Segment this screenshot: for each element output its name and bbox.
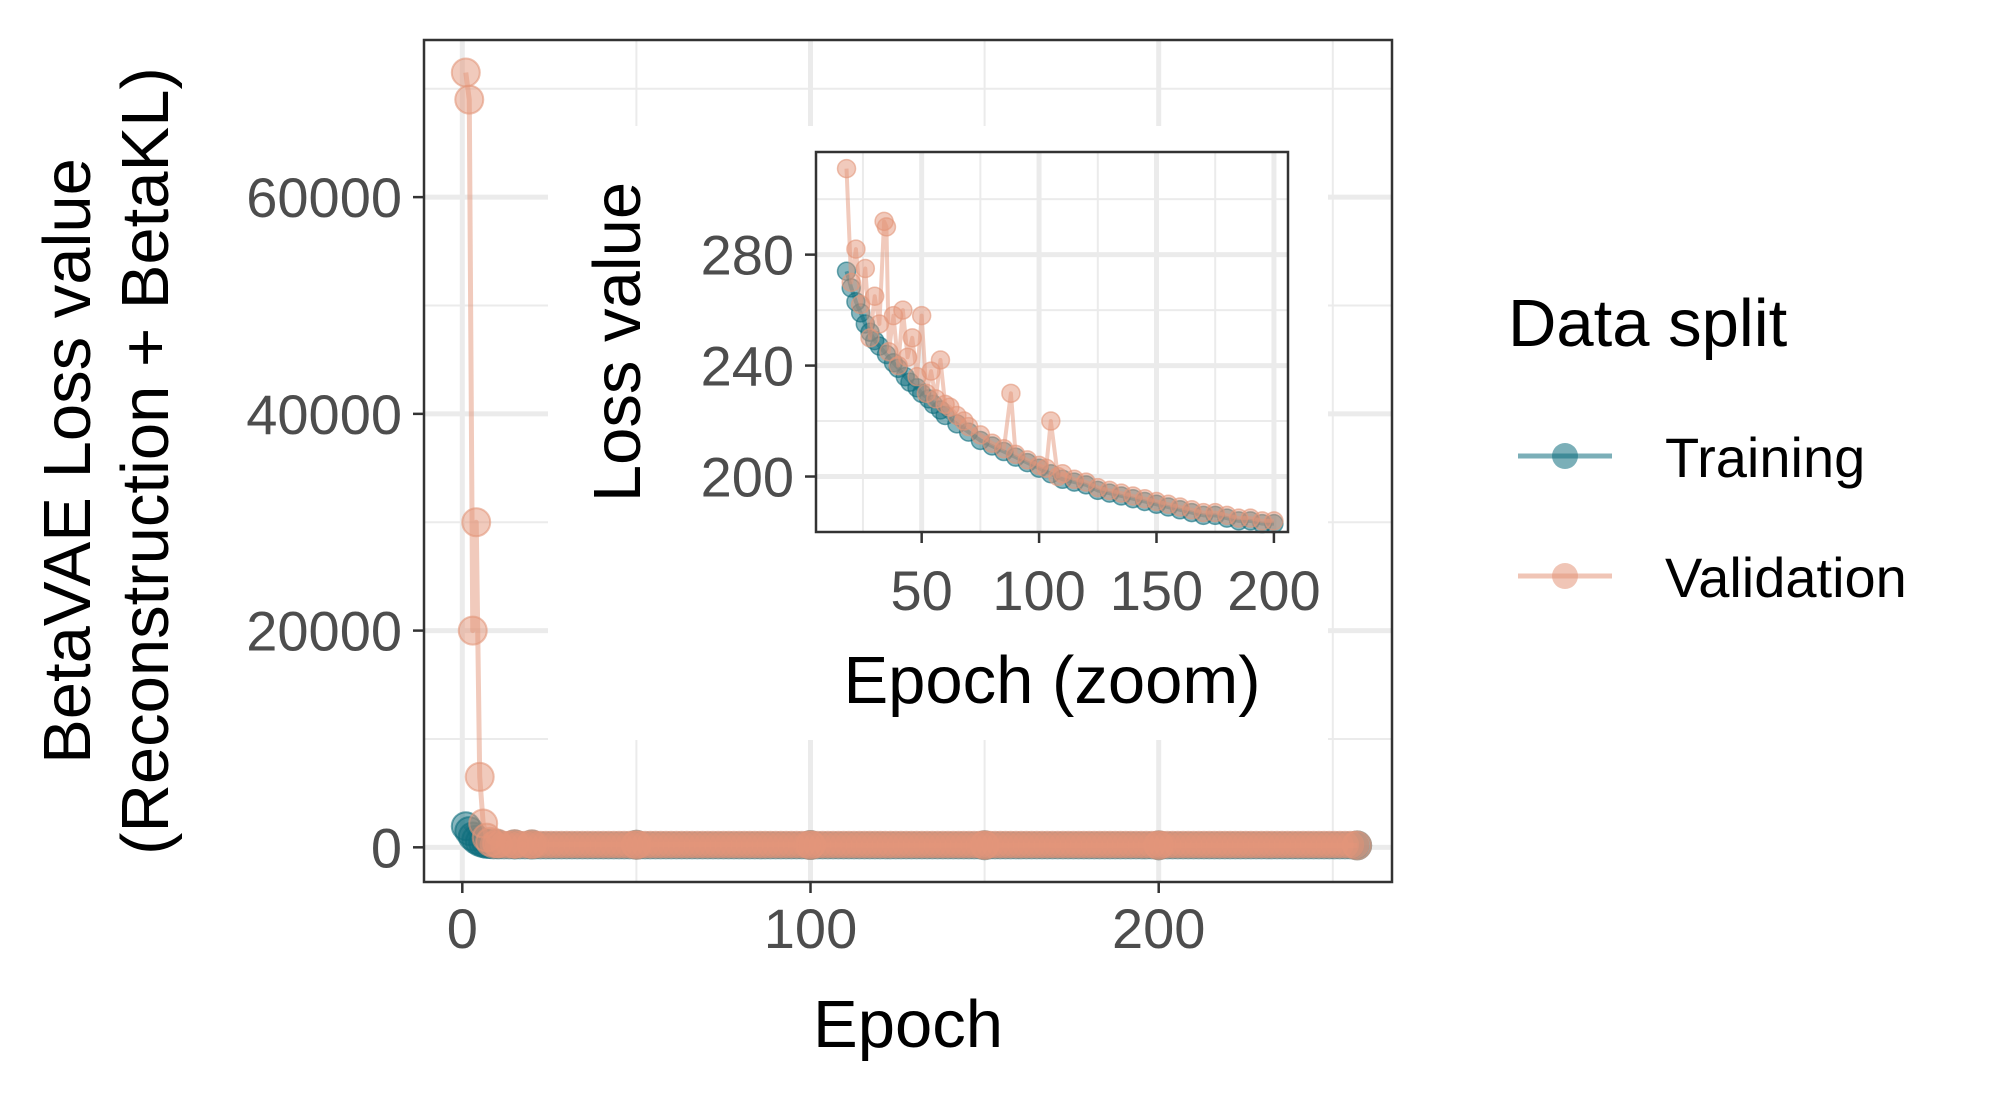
inset-point-validation bbox=[846, 239, 866, 259]
main-plot-border bbox=[422, 38, 1394, 884]
inset-point-validation bbox=[860, 328, 880, 348]
inset-point-validation bbox=[893, 300, 913, 320]
inset-x-axis-title: Epoch (zoom) bbox=[843, 643, 1260, 718]
inset-y-tick-label: 200 bbox=[701, 446, 794, 509]
legend-key-point-training bbox=[1552, 443, 1578, 469]
main-point-validation bbox=[464, 761, 495, 792]
inset-point-validation bbox=[930, 350, 951, 370]
main-y-tick-label: 0 bbox=[371, 816, 402, 879]
inset-point-validation bbox=[1001, 383, 1021, 404]
inset-x-axis-ticks: 50 100 150 200 bbox=[891, 532, 1321, 622]
main-x-axis-title: Epoch bbox=[813, 987, 1003, 1062]
legend-label-validation: Validation bbox=[1665, 546, 1907, 609]
inset-point-validation bbox=[850, 294, 871, 315]
main-series-group bbox=[450, 57, 1373, 861]
inset-series-group bbox=[836, 158, 1284, 534]
main-x-tick-label: 200 bbox=[1112, 897, 1205, 960]
inset-point-validation bbox=[1264, 511, 1284, 531]
main-y-axis-ticks: 0 20000 40000 60000 bbox=[246, 166, 424, 879]
inset-point-validation bbox=[836, 158, 857, 179]
inset-point-validation bbox=[855, 258, 876, 279]
main-y-tick-label: 20000 bbox=[246, 600, 402, 663]
main-point-validation bbox=[461, 507, 492, 538]
inset-y-axis-ticks: 200 240 280 bbox=[701, 224, 816, 509]
inset-point-validation bbox=[879, 341, 899, 362]
main-point-validation bbox=[454, 84, 485, 115]
legend-key-point-validation bbox=[1552, 563, 1578, 589]
inset-x-tick-label: 100 bbox=[992, 559, 1085, 622]
main-y-tick-label: 60000 bbox=[246, 166, 402, 229]
inset-point-validation bbox=[869, 314, 890, 334]
inset-plot-panel: 50 100 150 200 200 240 280 Epoch (zoom) Loss … bbox=[548, 126, 1328, 740]
inset-point-validation bbox=[841, 272, 861, 293]
main-x-tick-label: 0 bbox=[447, 897, 478, 960]
legend-item-validation: Validation bbox=[1518, 546, 1907, 609]
inset-point-validation bbox=[864, 286, 885, 306]
main-x-axis-ticks: 0 100 200 bbox=[447, 882, 1205, 960]
inset-point-validation bbox=[897, 347, 918, 368]
inset-x-tick-label: 50 bbox=[891, 559, 953, 622]
main-point-validation bbox=[457, 615, 488, 646]
inset-point-validation bbox=[1041, 411, 1061, 431]
main-x-tick-label: 100 bbox=[764, 897, 857, 960]
inset-plot-border bbox=[814, 150, 1290, 534]
inset-x-tick-label: 150 bbox=[1110, 559, 1203, 622]
legend: Data split Training Validation bbox=[1508, 286, 1907, 609]
inset-point-validation bbox=[902, 328, 923, 348]
main-y-tick-label: 40000 bbox=[246, 383, 402, 446]
inset-y-tick-label: 280 bbox=[701, 224, 794, 287]
legend-title: Data split bbox=[1508, 286, 1788, 361]
main-y-axis-title-line1: BetaVAE Loss value bbox=[30, 158, 105, 764]
inset-x-tick-label: 200 bbox=[1227, 559, 1320, 622]
main-point-validation bbox=[1341, 830, 1370, 859]
inset-point-validation bbox=[876, 217, 897, 237]
main-y-axis-title-line2: (Reconstruction + BetaKL) bbox=[108, 67, 183, 855]
inset-y-tick-label: 240 bbox=[701, 335, 794, 398]
main-point-validation bbox=[450, 57, 481, 88]
legend-label-training: Training bbox=[1665, 426, 1865, 489]
inset-point-validation bbox=[911, 305, 932, 326]
legend-item-training: Training bbox=[1518, 426, 1865, 489]
inset-y-axis-title: Loss value bbox=[580, 182, 655, 502]
